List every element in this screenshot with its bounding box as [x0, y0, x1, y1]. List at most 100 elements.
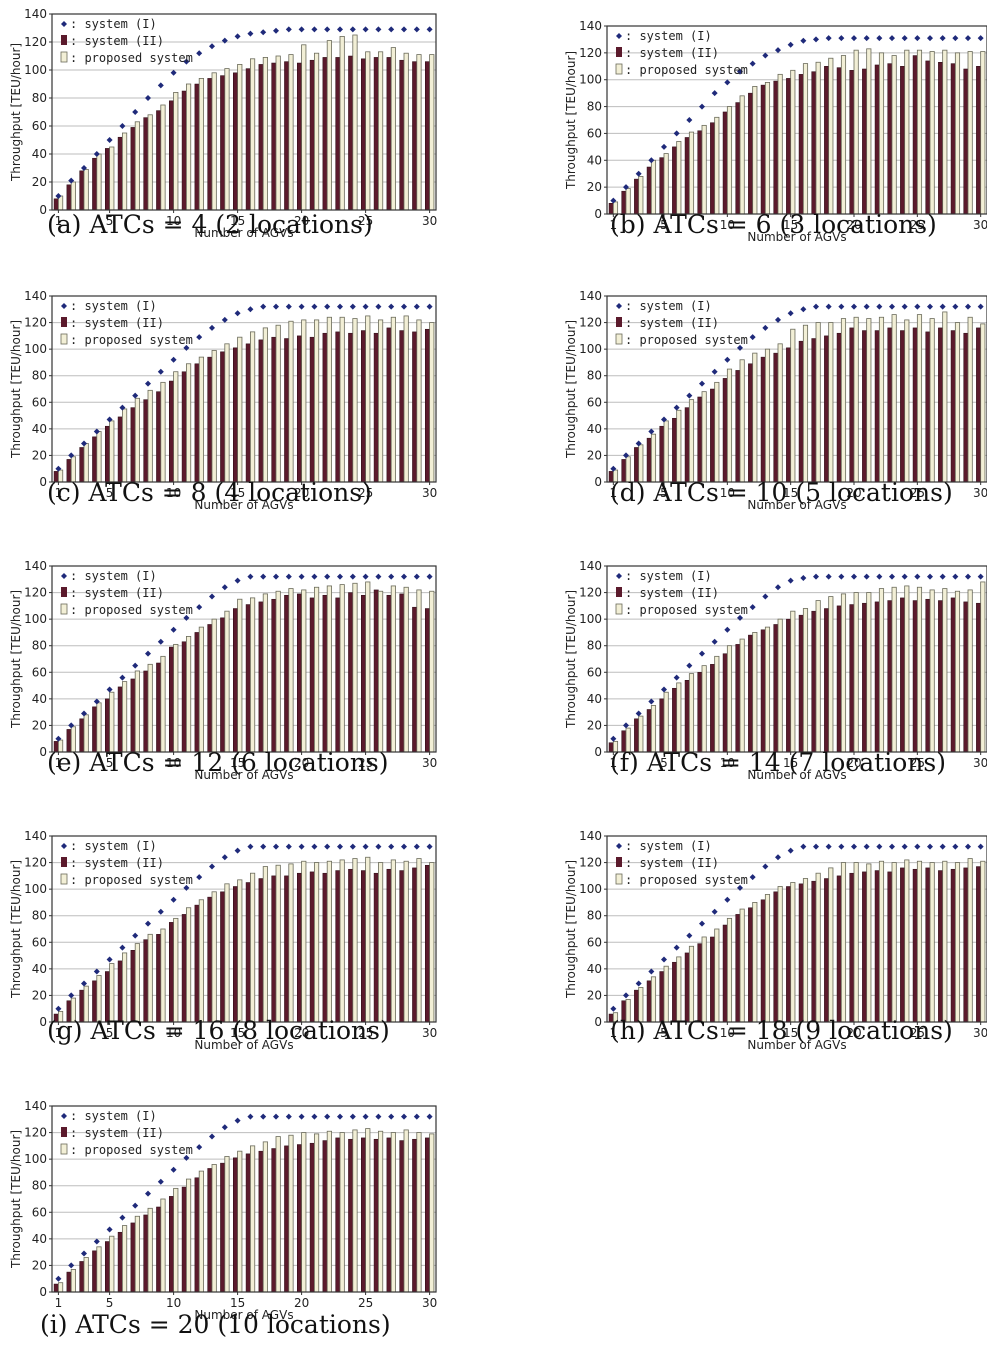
bar-system-ii — [976, 602, 981, 753]
bar-proposed-system — [198, 1170, 204, 1293]
x-tick-label: 20 — [294, 1296, 309, 1310]
bar-proposed-system — [840, 55, 847, 215]
bar-system-ii — [207, 78, 213, 211]
legend-marker-system-i — [616, 573, 622, 579]
bar-proposed-system — [58, 1282, 64, 1293]
point-system-i — [183, 614, 190, 621]
bar-system-ii — [836, 67, 842, 215]
point-system-i — [813, 843, 819, 850]
bar-system-ii — [887, 327, 893, 483]
point-system-i — [762, 863, 769, 870]
point-system-i — [234, 310, 241, 317]
x-tick-label: 20 — [294, 486, 309, 500]
bar-system-ii — [386, 1137, 392, 1293]
y-tick-label: 80 — [32, 639, 47, 653]
bar-proposed-system — [365, 1128, 371, 1293]
bar-proposed-system — [313, 52, 320, 211]
bar-system-ii — [798, 74, 804, 215]
x-axis-label: Number of AGVs — [194, 498, 293, 512]
bar-system-ii — [168, 922, 174, 1023]
bar-proposed-system — [980, 860, 986, 1023]
y-axis-label: Throughput [TEU/hour] — [9, 860, 23, 999]
point-system-i — [686, 932, 693, 939]
y-tick-label: 40 — [587, 153, 602, 167]
x-axis-label: Number of AGVs — [747, 230, 846, 244]
point-system-i — [838, 573, 845, 580]
point-system-i — [401, 843, 407, 850]
x-tick-label: 30 — [422, 1296, 437, 1310]
y-tick-label: 60 — [32, 1205, 47, 1219]
bar-system-ii — [284, 1145, 290, 1293]
bar-system-ii — [634, 178, 639, 215]
y-tick-label: 100 — [24, 612, 47, 626]
y-tick-label: 60 — [32, 119, 47, 133]
bar-system-ii — [245, 882, 251, 1023]
legend-label: : system (I) — [70, 299, 157, 313]
bar-proposed-system — [840, 862, 847, 1023]
bar-system-ii — [258, 601, 264, 753]
bar-system-ii — [348, 332, 354, 483]
bar-proposed-system — [790, 610, 796, 753]
bar-proposed-system — [160, 381, 166, 483]
point-system-i — [939, 35, 946, 42]
point-system-i — [337, 1113, 343, 1120]
bar-system-ii — [117, 416, 123, 483]
x-axis-label: Number of AGVs — [194, 768, 293, 782]
bar-system-ii — [862, 68, 867, 215]
bar-proposed-system — [866, 863, 872, 1023]
bar-proposed-system — [967, 316, 973, 483]
bar-system-ii — [220, 1162, 226, 1293]
point-system-i — [901, 843, 908, 850]
bar-proposed-system — [878, 860, 885, 1023]
bar-system-ii — [697, 672, 703, 753]
point-system-i — [81, 710, 87, 717]
point-system-i — [170, 356, 177, 363]
point-system-i — [196, 50, 203, 57]
point-system-i — [749, 60, 756, 67]
bar-proposed-system — [650, 159, 657, 215]
bar-system-ii — [672, 687, 677, 753]
bar-proposed-system — [326, 40, 332, 211]
bar-system-ii — [748, 634, 753, 753]
point-system-i — [775, 584, 781, 591]
point-system-i — [876, 35, 883, 42]
point-system-i — [699, 650, 705, 657]
bar-proposed-system — [954, 862, 961, 1023]
bar-system-ii — [143, 939, 149, 1023]
bar-proposed-system — [224, 1156, 230, 1293]
bar-proposed-system — [377, 51, 384, 211]
y-tick-label: 0 — [39, 1285, 47, 1299]
bar-system-ii — [181, 914, 187, 1023]
point-system-i — [711, 908, 718, 915]
legend-label: : system (I) — [70, 17, 157, 31]
bar-proposed-system — [714, 116, 720, 215]
bar-system-ii — [130, 1222, 136, 1293]
point-system-i — [686, 392, 693, 399]
bar-system-ii — [117, 686, 123, 753]
bar-proposed-system — [160, 1198, 166, 1293]
bar-proposed-system — [262, 327, 268, 483]
x-tick-label: 15 — [230, 486, 245, 500]
point-system-i — [863, 35, 870, 42]
bar-system-ii — [748, 907, 753, 1023]
bar-system-ii — [386, 327, 392, 483]
bar-proposed-system — [147, 933, 153, 1023]
point-system-i — [413, 26, 420, 33]
bar-system-ii — [684, 952, 690, 1023]
point-system-i — [699, 920, 705, 927]
bar-system-ii — [963, 867, 969, 1023]
bar-system-ii — [360, 330, 366, 483]
bar-proposed-system — [891, 55, 897, 215]
bar-system-ii — [912, 868, 918, 1023]
bar-system-ii — [874, 601, 880, 753]
point-system-i — [388, 573, 395, 580]
point-system-i — [285, 843, 292, 850]
point-system-i — [285, 303, 292, 310]
bar-system-ii — [798, 614, 804, 753]
y-tick-label: 40 — [32, 422, 47, 436]
point-system-i — [81, 165, 87, 171]
bar-proposed-system — [237, 64, 243, 211]
bar-proposed-system — [790, 328, 796, 483]
y-tick-label: 60 — [587, 665, 602, 679]
point-system-i — [610, 1005, 617, 1012]
